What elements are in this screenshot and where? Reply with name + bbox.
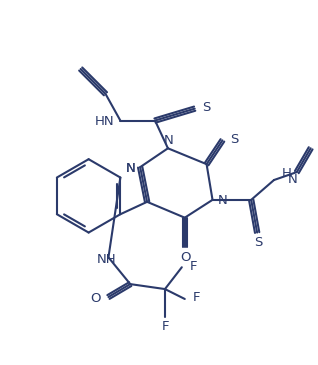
Text: N: N	[125, 162, 135, 174]
Text: N: N	[218, 194, 227, 207]
Text: NH: NH	[97, 253, 116, 266]
Text: F: F	[190, 260, 197, 273]
Text: F: F	[162, 320, 170, 333]
Text: HN: HN	[95, 115, 114, 128]
Text: F: F	[193, 292, 200, 304]
Text: S: S	[203, 101, 211, 114]
Text: N: N	[125, 162, 135, 174]
Text: S: S	[230, 133, 239, 146]
Text: N: N	[288, 173, 298, 185]
Text: O: O	[90, 292, 100, 306]
Text: S: S	[254, 236, 262, 249]
Text: N: N	[164, 134, 174, 147]
Text: O: O	[181, 251, 191, 264]
Text: H: H	[282, 166, 292, 180]
